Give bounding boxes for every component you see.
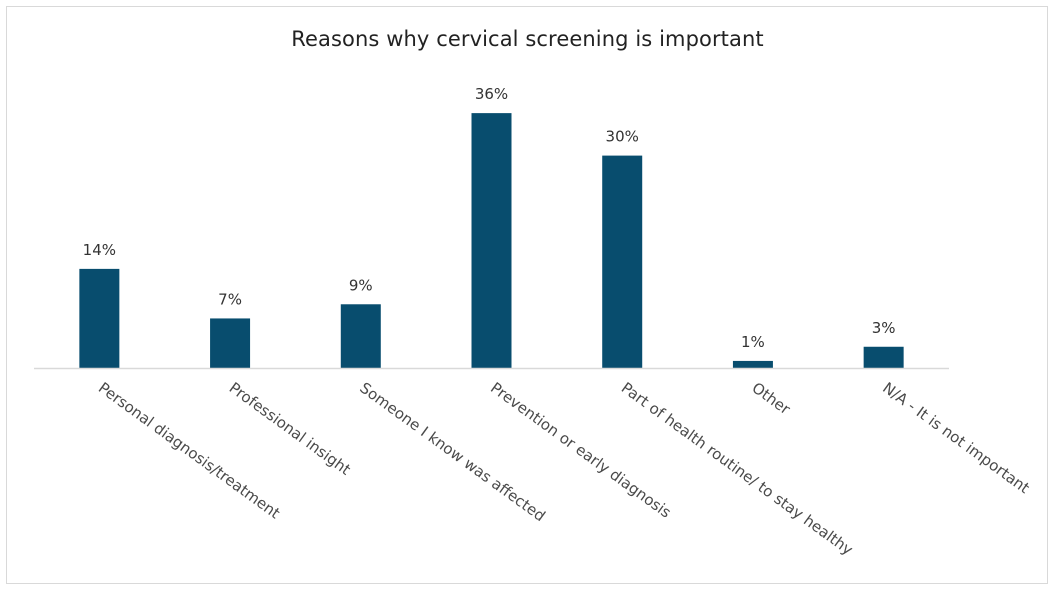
data-label: 1%	[741, 333, 765, 351]
bar	[79, 268, 120, 368]
bar	[602, 155, 643, 368]
chart-title: Reasons why cervical screening is import…	[291, 27, 764, 51]
data-label: 9%	[349, 276, 373, 294]
bar	[732, 360, 773, 368]
category-label: N/A - It is not important	[879, 379, 1033, 498]
bar	[210, 318, 251, 368]
data-label: 14%	[83, 241, 116, 259]
bar	[863, 346, 904, 368]
bars	[79, 113, 904, 369]
data-label: 3%	[872, 319, 896, 337]
bar	[340, 304, 381, 368]
category-label: Part of health routine/ to stay healthy	[618, 379, 857, 559]
data-labels: 14% 7% 9% 36% 30% 1% 3%	[83, 85, 896, 351]
bar	[471, 113, 512, 369]
chart-frame	[6, 6, 1048, 584]
category-label: Other	[749, 379, 795, 419]
category-label: Professional insight	[226, 379, 354, 479]
category-labels: Personal diagnosis/treatmentProfessional…	[95, 379, 1033, 559]
data-label: 7%	[218, 290, 242, 308]
data-label: 36%	[475, 85, 508, 103]
data-label: 30%	[606, 128, 639, 146]
